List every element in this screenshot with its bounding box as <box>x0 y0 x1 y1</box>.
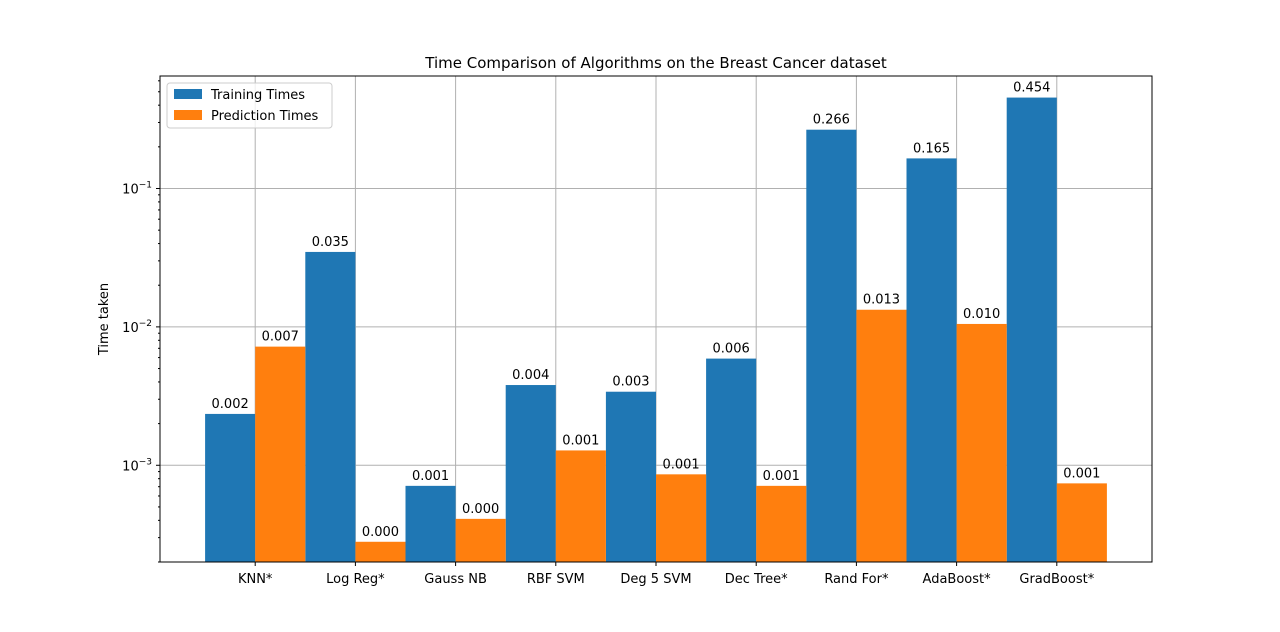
x-tick-label: Log Reg* <box>326 572 385 587</box>
bar <box>505 385 556 562</box>
y-tick-label: 10−3 <box>122 457 152 474</box>
legend-swatch <box>174 89 202 99</box>
data-label: 0.002 <box>212 397 249 412</box>
x-tick-label: Dec Tree* <box>725 572 788 587</box>
data-label: 0.003 <box>612 375 649 390</box>
bar <box>405 485 456 562</box>
legend-swatch <box>174 110 202 120</box>
y-tick-label: 10−1 <box>122 180 152 197</box>
x-tick-label: AdaBoost* <box>923 572 992 587</box>
data-label: 0.001 <box>562 433 599 448</box>
bar <box>806 129 857 562</box>
bar <box>856 309 907 562</box>
bar <box>455 518 506 562</box>
data-label: 0.010 <box>963 307 1000 322</box>
bar <box>605 391 656 562</box>
axes-layer: KNN* Log Reg* Gauss NB RBF SVM Deg 5 SVM Dec … <box>122 75 1153 587</box>
legend: Training Times Prediction Times <box>166 82 333 129</box>
data-labels-layer: 0.002 0.035 0.001 0.004 0.003 0.006 0.266 0.165… <box>212 81 1101 540</box>
legend-box <box>166 82 333 129</box>
legend-label: Training Times <box>210 88 305 103</box>
x-tick-label: KNN* <box>238 572 273 587</box>
bar <box>355 541 406 562</box>
data-label: 0.001 <box>662 457 699 472</box>
bar <box>706 358 757 562</box>
data-label: 0.266 <box>813 113 850 128</box>
x-tick-label: Gauss NB <box>424 572 487 587</box>
bars-layer <box>205 97 1107 563</box>
data-label: 0.013 <box>863 293 900 308</box>
y-axis-label: Time taken <box>97 283 112 356</box>
bar <box>255 346 306 562</box>
chart-title: Time Comparison of Algorithms on the Bre… <box>424 54 887 72</box>
bar <box>1006 97 1057 562</box>
data-label: 0.001 <box>763 469 800 484</box>
data-label: 0.454 <box>1013 81 1050 96</box>
data-label: 0.006 <box>713 342 750 357</box>
data-label: 0.165 <box>913 141 950 156</box>
y-tick-label: 10−2 <box>122 319 152 336</box>
legend-label: Prediction Times <box>211 109 319 124</box>
bar <box>656 474 707 562</box>
x-tick-label: GradBoost* <box>1019 572 1094 587</box>
bar <box>205 413 256 562</box>
bar <box>906 158 957 563</box>
data-label: 0.004 <box>512 368 549 383</box>
x-tick-label: Deg 5 SVM <box>620 572 691 587</box>
data-label: 0.007 <box>262 330 299 345</box>
data-label: 0.001 <box>1063 466 1100 481</box>
bar <box>555 450 606 562</box>
bar <box>1056 483 1107 562</box>
bar <box>756 485 807 562</box>
x-tick-label: RBF SVM <box>527 572 585 587</box>
bar <box>305 251 356 563</box>
data-label: 0.000 <box>462 502 499 517</box>
data-label: 0.035 <box>312 235 349 250</box>
data-label: 0.001 <box>412 469 449 484</box>
data-label: 0.000 <box>362 525 399 540</box>
bar <box>956 323 1007 562</box>
x-tick-label: Rand For* <box>824 572 889 587</box>
